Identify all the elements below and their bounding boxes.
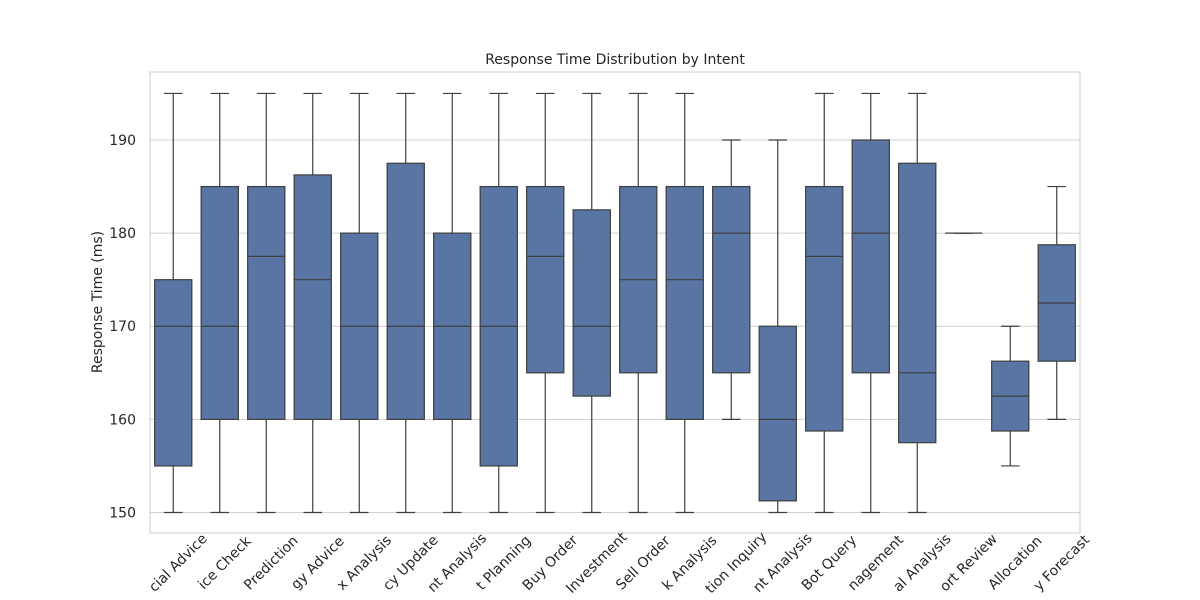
box bbox=[665, 185, 704, 420]
box bbox=[851, 139, 890, 374]
y-tick-label: 150 bbox=[109, 506, 136, 522]
y-tick-label: 180 bbox=[109, 226, 136, 242]
box bbox=[247, 185, 286, 420]
y-tick-label: 190 bbox=[109, 133, 136, 149]
y-tick-label: 160 bbox=[109, 412, 136, 428]
box bbox=[758, 325, 797, 502]
y-axis-label: Response Time (ms) bbox=[90, 231, 106, 373]
box bbox=[526, 185, 565, 374]
plot-area bbox=[149, 71, 1081, 534]
box bbox=[200, 185, 239, 420]
box bbox=[898, 162, 937, 444]
box bbox=[805, 185, 844, 432]
y-tick-label: 170 bbox=[109, 319, 136, 335]
box bbox=[386, 162, 425, 420]
box bbox=[712, 185, 751, 374]
box bbox=[293, 174, 332, 420]
box bbox=[572, 209, 611, 397]
box bbox=[154, 279, 193, 467]
chart-title: Response Time Distribution by Intent bbox=[485, 52, 745, 68]
